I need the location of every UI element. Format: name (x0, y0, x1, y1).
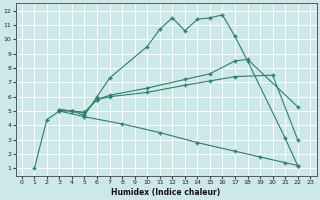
X-axis label: Humidex (Indice chaleur): Humidex (Indice chaleur) (111, 188, 221, 197)
